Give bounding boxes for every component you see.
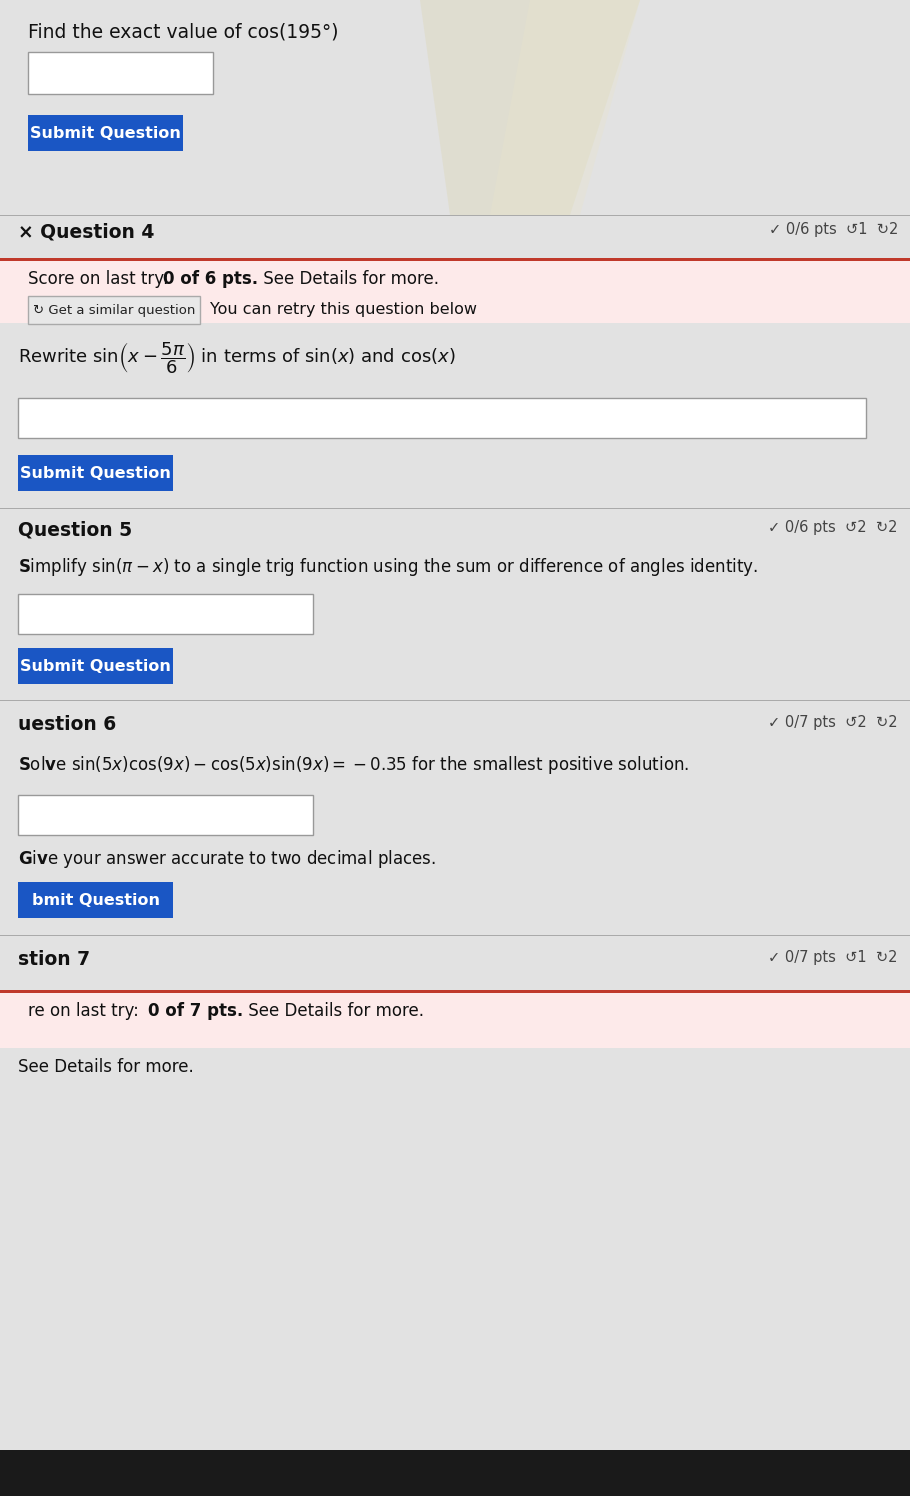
Text: 0 of 6 pts.: 0 of 6 pts. bbox=[163, 269, 258, 289]
Text: ✓ 0/6 pts  ↺2  ↻2: ✓ 0/6 pts ↺2 ↻2 bbox=[769, 521, 898, 536]
Text: See Details for more.: See Details for more. bbox=[258, 269, 439, 289]
FancyBboxPatch shape bbox=[28, 52, 213, 94]
Text: bmit Question: bmit Question bbox=[32, 893, 159, 908]
FancyBboxPatch shape bbox=[18, 594, 313, 634]
Text: You can retry this question below: You can retry this question below bbox=[210, 302, 477, 317]
Text: stion 7: stion 7 bbox=[18, 950, 90, 969]
Text: 0 of 7 pts.: 0 of 7 pts. bbox=[148, 1002, 243, 1020]
Text: Submit Question: Submit Question bbox=[30, 126, 181, 141]
Text: re on last try:: re on last try: bbox=[28, 1002, 144, 1020]
Text: ↻ Get a similar question: ↻ Get a similar question bbox=[33, 304, 195, 317]
FancyBboxPatch shape bbox=[0, 260, 910, 323]
FancyBboxPatch shape bbox=[28, 296, 200, 325]
FancyBboxPatch shape bbox=[0, 215, 910, 257]
Text: Submit Question: Submit Question bbox=[20, 658, 171, 673]
FancyBboxPatch shape bbox=[0, 1450, 910, 1496]
FancyBboxPatch shape bbox=[0, 0, 910, 215]
Text: See Details for more.: See Details for more. bbox=[243, 1002, 424, 1020]
FancyBboxPatch shape bbox=[0, 936, 910, 1496]
FancyBboxPatch shape bbox=[0, 990, 910, 993]
Polygon shape bbox=[490, 0, 640, 215]
Text: ✓ 0/6 pts  ↺1  ↻2: ✓ 0/6 pts ↺1 ↻2 bbox=[769, 221, 898, 236]
FancyBboxPatch shape bbox=[18, 398, 866, 438]
Text: $\mathbf{S}$implify $\sin(\pi - x)$ to a single trig function using the sum or d: $\mathbf{S}$implify $\sin(\pi - x)$ to a… bbox=[18, 557, 758, 577]
Text: Rewrite $\sin\!\left(x - \dfrac{5\pi}{6}\right)$ in terms of $\sin(x)$ and $\cos: Rewrite $\sin\!\left(x - \dfrac{5\pi}{6}… bbox=[18, 340, 456, 375]
Text: $\mathbf{S}$ol$\mathbf{v}$e $\sin(5x)\cos(9x) - \cos(5x)\sin(9x) = -0.35$ for th: $\mathbf{S}$ol$\mathbf{v}$e $\sin(5x)\co… bbox=[18, 754, 689, 776]
Text: × Question 4: × Question 4 bbox=[18, 221, 155, 241]
FancyBboxPatch shape bbox=[0, 509, 910, 818]
Text: ✓ 0/7 pts  ↺1  ↻2: ✓ 0/7 pts ↺1 ↻2 bbox=[769, 950, 898, 965]
FancyBboxPatch shape bbox=[0, 323, 910, 524]
FancyBboxPatch shape bbox=[18, 883, 173, 919]
Polygon shape bbox=[420, 0, 640, 215]
FancyBboxPatch shape bbox=[18, 794, 313, 835]
FancyBboxPatch shape bbox=[28, 115, 183, 151]
FancyBboxPatch shape bbox=[0, 257, 910, 260]
Text: ✓ 0/7 pts  ↺2  ↻2: ✓ 0/7 pts ↺2 ↻2 bbox=[768, 715, 898, 730]
Text: See Details for more.: See Details for more. bbox=[18, 1058, 194, 1076]
FancyBboxPatch shape bbox=[0, 993, 910, 1049]
Text: uestion 6: uestion 6 bbox=[18, 715, 116, 735]
Text: Question 5: Question 5 bbox=[18, 521, 132, 539]
Text: Find the exact value of cos(195°): Find the exact value of cos(195°) bbox=[28, 22, 339, 40]
Text: Score on last try:: Score on last try: bbox=[28, 269, 174, 289]
Text: Submit Question: Submit Question bbox=[20, 465, 171, 480]
FancyBboxPatch shape bbox=[18, 455, 173, 491]
Text: $\mathbf{G}$i$\mathbf{v}$e your answer accurate to two decimal places.: $\mathbf{G}$i$\mathbf{v}$e your answer a… bbox=[18, 848, 436, 871]
FancyBboxPatch shape bbox=[18, 648, 173, 684]
FancyBboxPatch shape bbox=[0, 702, 910, 1046]
